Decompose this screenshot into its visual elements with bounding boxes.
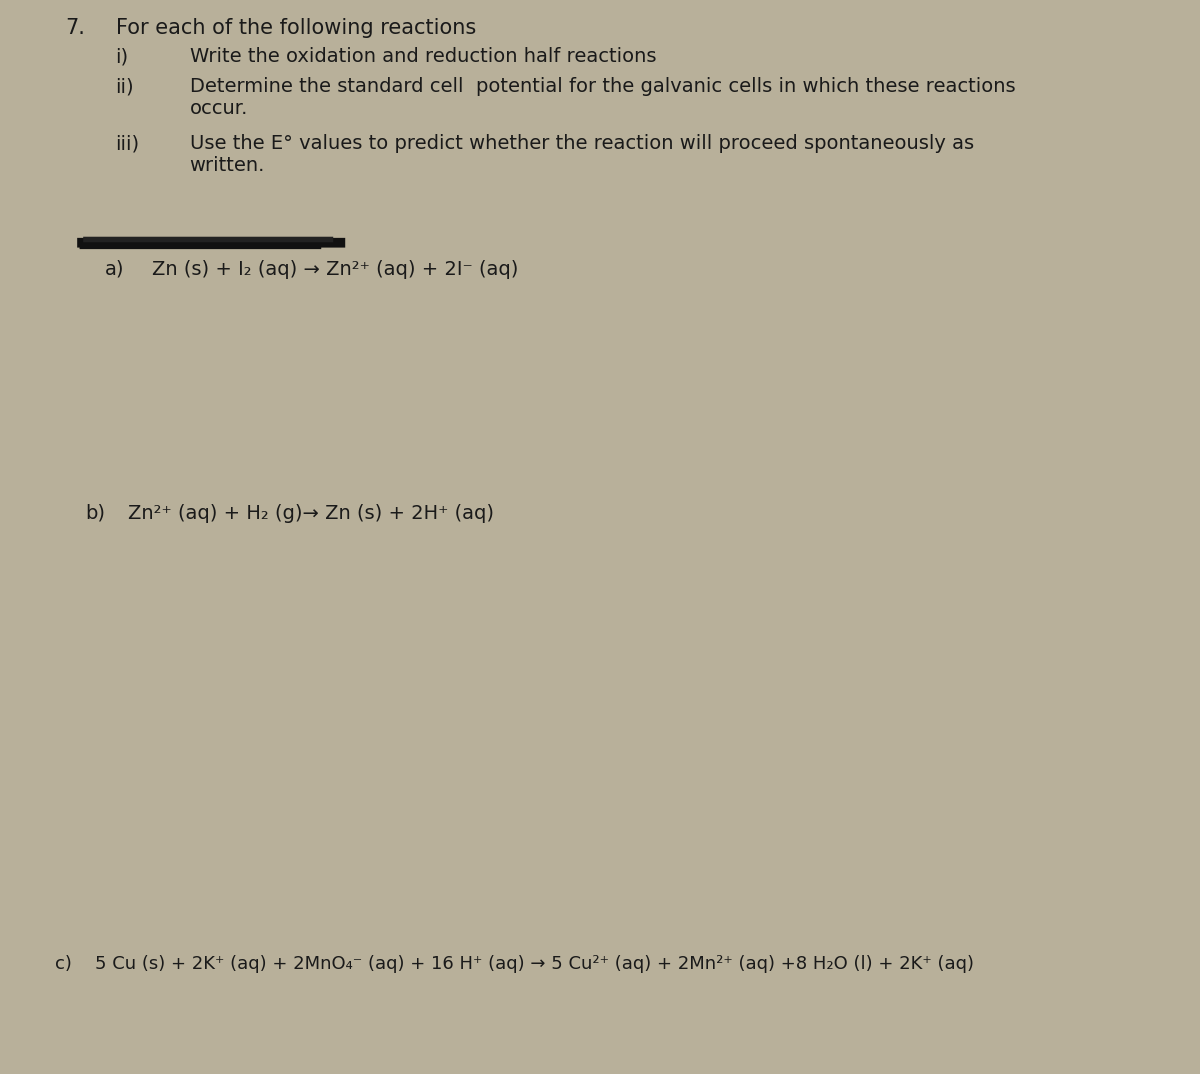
Text: c): c)	[55, 955, 72, 973]
Text: ii): ii)	[115, 77, 134, 97]
Text: i): i)	[115, 47, 128, 67]
Text: 7.: 7.	[65, 18, 85, 39]
Text: Zn (s) + I₂ (aq) → Zn²⁺ (aq) + 2I⁻ (aq): Zn (s) + I₂ (aq) → Zn²⁺ (aq) + 2I⁻ (aq)	[152, 260, 518, 279]
Text: Use the E° values to predict whether the reaction will proceed spontaneously as
: Use the E° values to predict whether the…	[190, 134, 973, 175]
Text: For each of the following reactions: For each of the following reactions	[116, 18, 476, 39]
Text: Write the oxidation and reduction half reactions: Write the oxidation and reduction half r…	[190, 47, 656, 67]
Text: 5 Cu (s) + 2K⁺ (aq) + 2MnO₄⁻ (aq) + 16 H⁺ (aq) → 5 Cu²⁺ (aq) + 2Mn²⁺ (aq) +8 H₂O: 5 Cu (s) + 2K⁺ (aq) + 2MnO₄⁻ (aq) + 16 H…	[95, 955, 974, 973]
Text: Zn²⁺ (aq) + H₂ (g)→ Zn (s) + 2H⁺ (aq): Zn²⁺ (aq) + H₂ (g)→ Zn (s) + 2H⁺ (aq)	[128, 504, 494, 523]
Text: b): b)	[85, 504, 106, 523]
Text: iii): iii)	[115, 134, 139, 154]
Text: a): a)	[104, 260, 124, 279]
Text: Determine the standard cell  potential for the galvanic cells in which these rea: Determine the standard cell potential fo…	[190, 77, 1015, 118]
